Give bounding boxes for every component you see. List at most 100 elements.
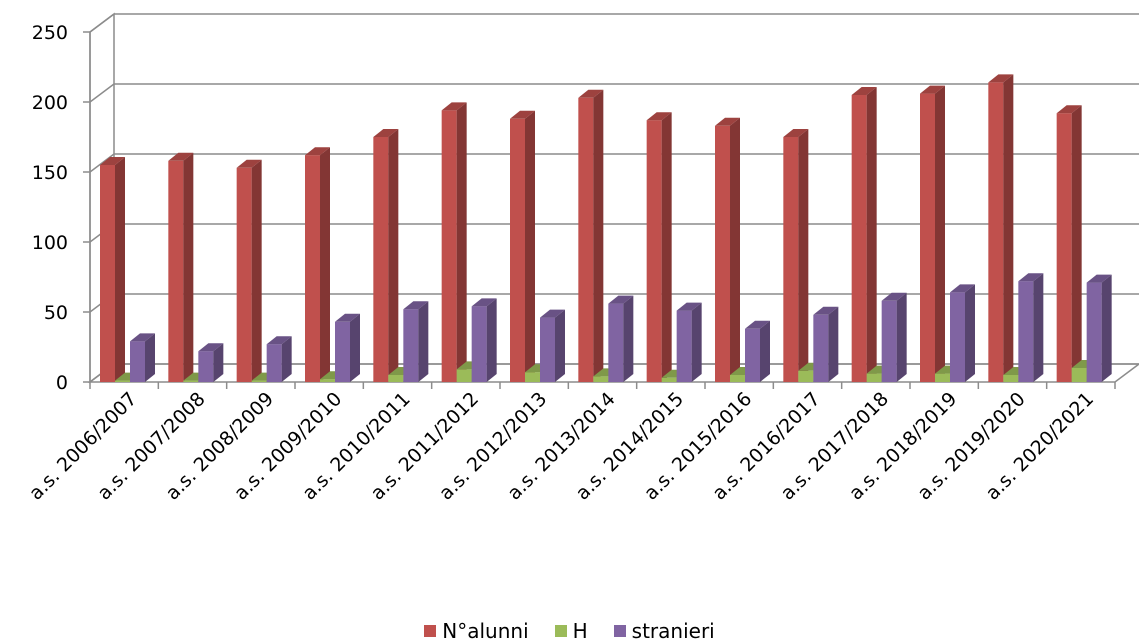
bar [236, 167, 252, 382]
bar [388, 375, 404, 382]
bar [373, 137, 389, 382]
bar-top [441, 102, 467, 111]
bar [866, 373, 882, 382]
legend-item: H [554, 619, 588, 643]
bar-side [1033, 273, 1044, 382]
bar-side [145, 333, 155, 382]
bar [715, 125, 730, 383]
y-tick-label: 150 [32, 162, 68, 184]
bar [540, 317, 555, 382]
bar [115, 380, 130, 382]
bar-top [988, 74, 1014, 83]
bar-top [783, 129, 809, 137]
y-tick-label: 50 [44, 302, 68, 324]
bar-side [456, 102, 467, 383]
bar [403, 309, 419, 382]
bar [851, 95, 867, 382]
bar-top [471, 298, 497, 307]
bar-top [608, 295, 634, 304]
bar [1003, 375, 1019, 382]
bar-side [935, 85, 945, 382]
bar-top [578, 89, 604, 98]
bar-side [388, 129, 399, 382]
bar [510, 118, 525, 383]
bar-side [320, 147, 330, 382]
bar [881, 300, 897, 382]
legend-label: stranieri [631, 619, 715, 643]
bar-top [540, 309, 565, 318]
bar [320, 379, 335, 382]
bar [646, 120, 662, 382]
bar [798, 370, 814, 382]
bar [950, 292, 965, 382]
bar [783, 137, 799, 382]
bar [813, 314, 829, 382]
legend-swatch [424, 625, 437, 637]
y-tick-label: 200 [32, 92, 68, 114]
bar-top [881, 292, 907, 301]
bar-top [813, 306, 839, 315]
bar-side [623, 295, 634, 382]
bar-side [525, 110, 535, 383]
legend-label: H [572, 619, 588, 643]
bar [745, 328, 760, 382]
bar [525, 372, 540, 382]
bar [1086, 282, 1102, 382]
bar [100, 165, 115, 382]
bar-top [198, 343, 224, 352]
bar-top [715, 117, 740, 126]
bar-top [168, 152, 194, 161]
bar-side [281, 336, 292, 382]
bar [198, 351, 214, 382]
bar [1071, 368, 1087, 382]
bar-side [350, 313, 360, 382]
bar-top [305, 147, 330, 156]
gridline-side [89, 13, 115, 33]
bar [676, 310, 692, 382]
bar-top [335, 313, 360, 322]
bar-side [1071, 105, 1082, 382]
bar-top [130, 333, 155, 342]
bar [608, 303, 624, 382]
bar-side [1101, 274, 1112, 382]
bar-side [486, 298, 497, 382]
bar [935, 373, 950, 382]
bar-side [213, 343, 224, 382]
bar [130, 341, 145, 382]
bar-side [760, 320, 770, 382]
bar-top [950, 284, 975, 293]
bar-top [1056, 105, 1082, 114]
legend-swatch [613, 625, 626, 637]
bar-top [373, 129, 399, 137]
bar-side [115, 157, 125, 382]
legend-item: stranieri [613, 619, 715, 643]
bar-top [646, 112, 672, 121]
bar [441, 110, 457, 383]
legend-item: N°alunni [424, 619, 529, 643]
bar-top [236, 159, 262, 168]
bar-side [691, 302, 702, 382]
bar-top [510, 110, 535, 119]
bar [1056, 113, 1072, 382]
bar [335, 321, 350, 382]
y-tick-label: 0 [56, 372, 68, 394]
y-tick-label: 250 [32, 22, 68, 44]
bar-top [1086, 274, 1112, 283]
bar [730, 375, 745, 382]
legend-swatch [554, 625, 567, 637]
bar [168, 160, 184, 382]
bar-side [965, 284, 975, 382]
bar [988, 82, 1004, 383]
bar-top [403, 301, 429, 310]
bar-top [1018, 273, 1044, 282]
bar-side [661, 112, 672, 382]
bar-side [555, 309, 565, 382]
bar [593, 376, 609, 382]
bar-side [828, 306, 839, 382]
bar-side [798, 129, 809, 382]
bar-side [418, 301, 429, 382]
bar [661, 377, 677, 382]
